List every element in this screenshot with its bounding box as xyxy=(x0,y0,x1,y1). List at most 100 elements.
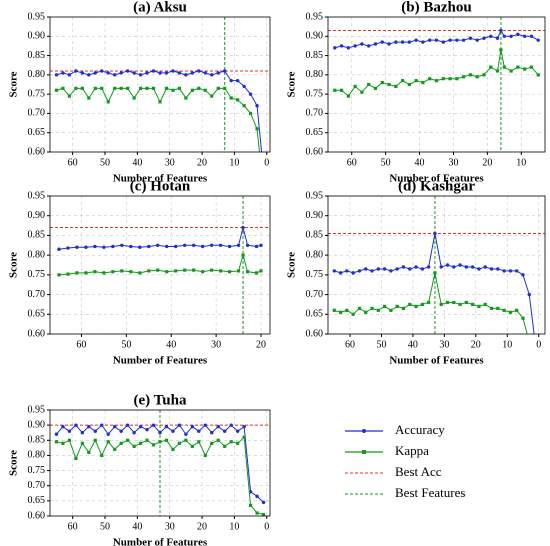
x-tick-label: 30 xyxy=(439,339,449,350)
kappa-marker xyxy=(156,268,160,272)
accuracy-marker xyxy=(373,42,378,46)
accuracy-marker xyxy=(387,42,391,46)
kappa-marker xyxy=(132,444,136,448)
accuracy-marker xyxy=(67,73,72,77)
y-tick-label: 0.80 xyxy=(28,69,46,80)
kappa-marker xyxy=(248,111,253,116)
x-tick-label: 20 xyxy=(256,339,266,350)
y-tick-label: 0.60 xyxy=(306,146,324,157)
x-tick-label: 10 xyxy=(516,157,526,168)
kappa-marker xyxy=(223,86,227,90)
accuracy-marker xyxy=(420,267,425,271)
kappa-marker xyxy=(255,511,259,515)
kappa-marker xyxy=(67,94,72,98)
accuracy-marker xyxy=(242,84,246,89)
kappa-marker xyxy=(113,447,117,451)
kappa-marker xyxy=(496,306,500,310)
accuracy-marker xyxy=(499,28,503,33)
kappa-marker xyxy=(452,300,456,305)
accuracy-marker xyxy=(521,273,525,277)
kappa-marker xyxy=(259,269,263,273)
accuracy-marker xyxy=(351,271,355,275)
x-tick-label: 60 xyxy=(68,157,78,168)
kappa-marker xyxy=(502,308,506,312)
plot-area xyxy=(50,410,270,516)
accuracy-marker xyxy=(235,429,240,433)
accuracy-marker xyxy=(408,267,412,271)
x-tick-label: 30 xyxy=(211,339,221,350)
accuracy-marker xyxy=(156,243,160,247)
accuracy-marker xyxy=(370,269,374,273)
kappa-marker xyxy=(74,86,78,90)
axes-frame xyxy=(49,409,271,517)
kappa-marker xyxy=(373,86,378,90)
accuracy-marker xyxy=(376,267,381,271)
kappa-marker xyxy=(389,308,393,312)
plot-area xyxy=(50,196,270,334)
accuracy-marker xyxy=(236,243,241,247)
accuracy-marker xyxy=(171,429,175,433)
accuracy-marker xyxy=(151,69,156,73)
x-axis-label: Number of Features xyxy=(113,173,208,185)
accuracy-marker xyxy=(145,71,149,75)
accuracy-marker xyxy=(210,73,214,77)
y-tick-label: 0.70 xyxy=(28,289,46,300)
accuracy-marker xyxy=(61,424,65,429)
accuracy-marker xyxy=(227,244,232,249)
accuracy-marker xyxy=(536,38,540,42)
kappa-marker xyxy=(93,270,97,274)
y-tick-label: 0.70 xyxy=(28,108,46,119)
kappa-marker xyxy=(138,441,143,445)
accuracy-marker xyxy=(223,429,227,433)
accuracy-marker xyxy=(502,269,506,273)
legend-marker xyxy=(362,429,366,433)
kappa-marker xyxy=(54,440,59,444)
kappa-marker xyxy=(387,82,391,87)
accuracy-marker xyxy=(529,34,534,38)
accuracy-marker xyxy=(516,32,520,37)
y-tick-label: 0.90 xyxy=(306,31,324,42)
x-tick-label: 50 xyxy=(381,157,391,168)
accuracy-marker xyxy=(262,170,265,173)
kappa-marker xyxy=(87,450,91,454)
y-tick-label: 0.75 xyxy=(28,465,46,476)
kappa-marker xyxy=(66,272,70,276)
legend-label: Best Features xyxy=(395,485,465,500)
kappa-marker xyxy=(203,88,207,92)
x-tick-label: 60 xyxy=(68,521,78,532)
y-tick-label: 0.95 xyxy=(306,11,324,22)
y-tick-label: 0.95 xyxy=(306,190,324,201)
accuracy-marker xyxy=(87,73,91,77)
kappa-marker xyxy=(414,304,418,308)
accuracy-marker xyxy=(496,267,500,271)
kappa-marker xyxy=(420,302,424,307)
accuracy-marker xyxy=(245,243,250,247)
accuracy-marker xyxy=(158,71,162,75)
accuracy-marker xyxy=(464,265,469,269)
accuracy-marker xyxy=(125,423,130,427)
kappa-marker xyxy=(111,270,115,274)
kappa-marker xyxy=(245,270,250,274)
y-tick-label: 0.60 xyxy=(28,328,46,339)
accuracy-marker xyxy=(164,424,169,429)
plot-area xyxy=(50,17,270,173)
x-axis-label: Number of Features xyxy=(389,355,484,367)
accuracy-marker xyxy=(333,46,337,50)
kappa-marker xyxy=(210,94,214,98)
accuracy-marker xyxy=(482,36,486,40)
x-tick-label: 40 xyxy=(408,339,418,350)
accuracy-marker xyxy=(67,429,72,433)
accuracy-marker xyxy=(522,34,527,38)
kappa-marker xyxy=(61,441,65,445)
accuracy-marker xyxy=(138,245,142,249)
accuracy-marker xyxy=(80,431,85,435)
accuracy-marker xyxy=(74,69,78,73)
kappa-marker xyxy=(201,270,205,274)
kappa-marker xyxy=(147,269,151,273)
kappa-marker xyxy=(132,96,136,100)
kappa-marker xyxy=(87,96,91,100)
accuracy-marker xyxy=(394,40,398,44)
accuracy-marker xyxy=(255,104,259,108)
x-tick-label: 20 xyxy=(471,339,481,350)
kappa-marker xyxy=(528,340,531,343)
